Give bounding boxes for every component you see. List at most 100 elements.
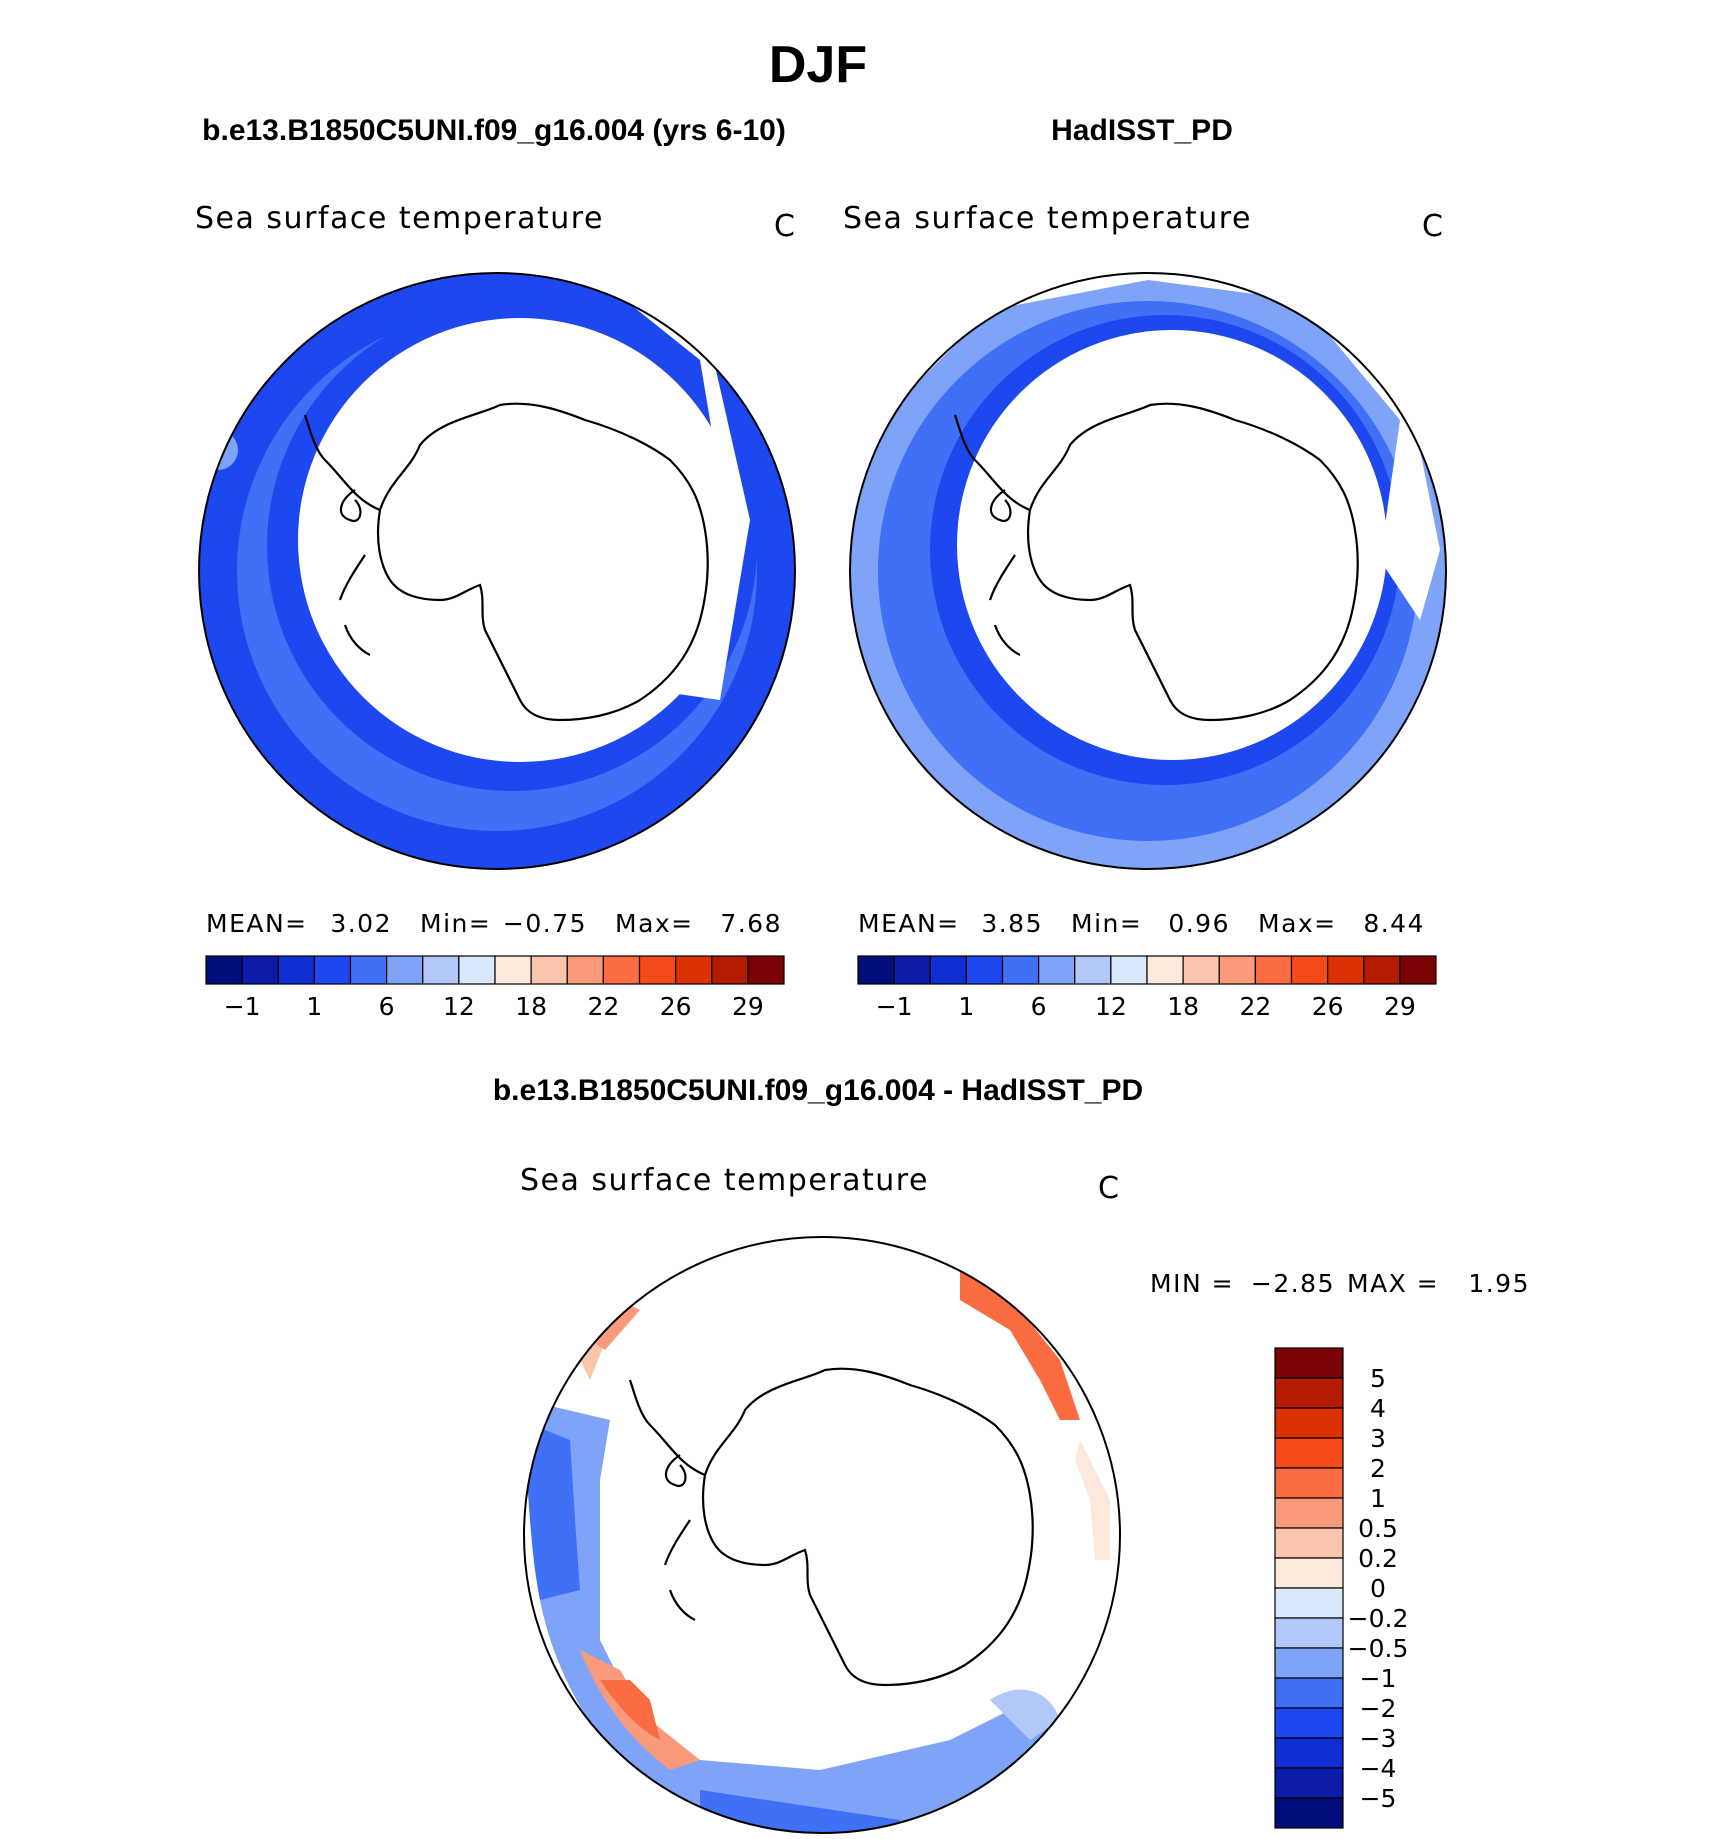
cb1-swatch — [241, 955, 279, 985]
cb3-swatch — [1274, 1347, 1344, 1379]
panel1-min-label: Min= — [420, 909, 491, 938]
cb3-tick-label: −4 — [1360, 1754, 1397, 1783]
panel1-mean-value: 3.02 — [330, 909, 392, 938]
cb1-tick-label: 6 — [379, 992, 395, 1021]
cb3-tick-label: 0 — [1370, 1574, 1386, 1603]
panel2-subtitle: Sea surface temperature — [843, 201, 1252, 236]
cb3-swatch — [1274, 1737, 1344, 1769]
cb1-tick-label: 1 — [306, 992, 322, 1021]
panel1-max-label: Max= — [615, 909, 694, 938]
panel1-map: Sea surface temperature C — [195, 201, 796, 870]
cb3-tick-label: −0.2 — [1348, 1604, 1409, 1633]
cb1-swatch — [566, 955, 604, 985]
cb1-tick-label: 29 — [732, 992, 764, 1021]
panel3-min-value: −2.85 — [1251, 1269, 1335, 1298]
cb1-swatch — [458, 955, 496, 985]
cb2-swatch — [1001, 955, 1040, 985]
cb3-swatch — [1274, 1797, 1344, 1829]
panel3-map: Sea surface temperature C — [520, 1163, 1121, 1834]
cb3-tick-label: −3 — [1360, 1724, 1397, 1753]
cb2-swatch — [1182, 955, 1220, 985]
cb2-swatch — [1290, 955, 1329, 985]
cb3-tick-label: 0.2 — [1358, 1544, 1398, 1573]
panel1-mean-label: MEAN= — [206, 909, 308, 938]
panel2-map-boundary — [849, 272, 1447, 870]
panel2-min-label: Min= — [1071, 909, 1142, 938]
cb3-swatch — [1274, 1557, 1344, 1589]
cb1-swatch — [494, 955, 532, 985]
cb3-tick-label: −5 — [1360, 1784, 1397, 1813]
panel1-stats: MEAN= 3.02 Min= −0.75 Max= 7.68 — [206, 909, 782, 938]
cb1-swatch — [422, 955, 460, 985]
cb1-tick-label: 18 — [515, 992, 547, 1021]
cb1-swatch — [638, 955, 677, 985]
panel3-stats: MIN = −2.85 MAX = 1.95 — [1150, 1269, 1529, 1298]
cb3-tick-label: 4 — [1370, 1394, 1386, 1423]
cb3-swatch — [1274, 1587, 1344, 1619]
cb1-swatch — [386, 955, 424, 985]
cb2-swatch — [1399, 955, 1437, 985]
cb1-swatch — [349, 955, 388, 985]
cb2-tick-label: 12 — [1095, 992, 1127, 1021]
panel3-max-label: MAX = — [1347, 1269, 1439, 1298]
cb1-swatch — [313, 955, 352, 985]
panel2-max-value: 8.44 — [1363, 909, 1425, 938]
panel2-mean-label: MEAN= — [858, 909, 960, 938]
cb2-swatch — [1363, 955, 1401, 985]
cb3-tick-label: −0.5 — [1348, 1634, 1409, 1663]
cb3-swatch — [1274, 1497, 1344, 1529]
cb2-swatch — [1074, 955, 1112, 985]
cb1-tick-label: 12 — [443, 992, 475, 1021]
panel3-subtitle: Sea surface temperature — [520, 1163, 929, 1198]
cb3-swatch — [1274, 1527, 1344, 1559]
cb2-swatch — [1218, 955, 1256, 985]
panel1-map-boundary — [198, 272, 796, 870]
cb1-tick-label: 26 — [660, 992, 692, 1021]
panel2-min-value: 0.96 — [1168, 909, 1230, 938]
panel3-units: C — [1098, 1171, 1120, 1206]
panel3-map-boundary — [523, 1236, 1121, 1834]
cb2-swatch — [929, 955, 967, 985]
panel1-units: C — [774, 209, 796, 244]
panel1-subtitle: Sea surface temperature — [195, 201, 604, 236]
panel1-max-value: 7.68 — [720, 909, 782, 938]
cb3-tick-label: 2 — [1370, 1454, 1386, 1483]
cb2-tick-label: 1 — [958, 992, 974, 1021]
cb2-swatch — [965, 955, 1004, 985]
panel1-colorbar: −1 1 6 12 18 22 26 29 — [205, 955, 785, 1021]
cb2-swatch — [893, 955, 931, 985]
figure-title: DJF — [769, 36, 867, 94]
cb2-swatch — [1146, 955, 1184, 985]
panel2-title: HadISST_PD — [1051, 114, 1233, 147]
cb2-tick-label: 6 — [1031, 992, 1047, 1021]
cb1-tick-label: 22 — [587, 992, 619, 1021]
cb1-tick-label: −1 — [224, 992, 261, 1021]
panel2-map: Sea surface temperature C — [843, 201, 1447, 870]
panel2-units: C — [1422, 209, 1444, 244]
cb2-tick-label: 22 — [1239, 992, 1271, 1021]
panel3-min-label: MIN = — [1150, 1269, 1234, 1298]
panel2-colorbar: −1 1 6 12 18 22 26 29 — [857, 955, 1437, 1021]
cb3-tick-label: 3 — [1370, 1424, 1386, 1453]
cb1-swatch — [205, 955, 243, 985]
panel2-stats: MEAN= 3.85 Min= 0.96 Max= 8.44 — [858, 909, 1425, 938]
panel3-title: b.e13.B1850C5UNI.f09_g16.004 - HadISST_P… — [493, 1074, 1143, 1107]
cb3-swatch — [1274, 1647, 1344, 1679]
cb2-tick-label: 26 — [1312, 992, 1344, 1021]
cb3-swatch — [1274, 1677, 1344, 1709]
panel1-min-value: −0.75 — [503, 909, 587, 938]
cb3-swatch — [1274, 1707, 1344, 1739]
cb3-tick-label: 0.5 — [1358, 1514, 1398, 1543]
cb2-swatch — [857, 955, 895, 985]
cb3-swatch — [1274, 1467, 1344, 1499]
cb2-swatch — [1110, 955, 1148, 985]
cb1-swatch — [747, 955, 785, 985]
panel2-max-label: Max= — [1258, 909, 1337, 938]
cb3-tick-label: 1 — [1370, 1484, 1386, 1513]
cb2-swatch — [1327, 955, 1365, 985]
cb1-swatch — [675, 955, 713, 985]
cb2-tick-label: 29 — [1384, 992, 1416, 1021]
